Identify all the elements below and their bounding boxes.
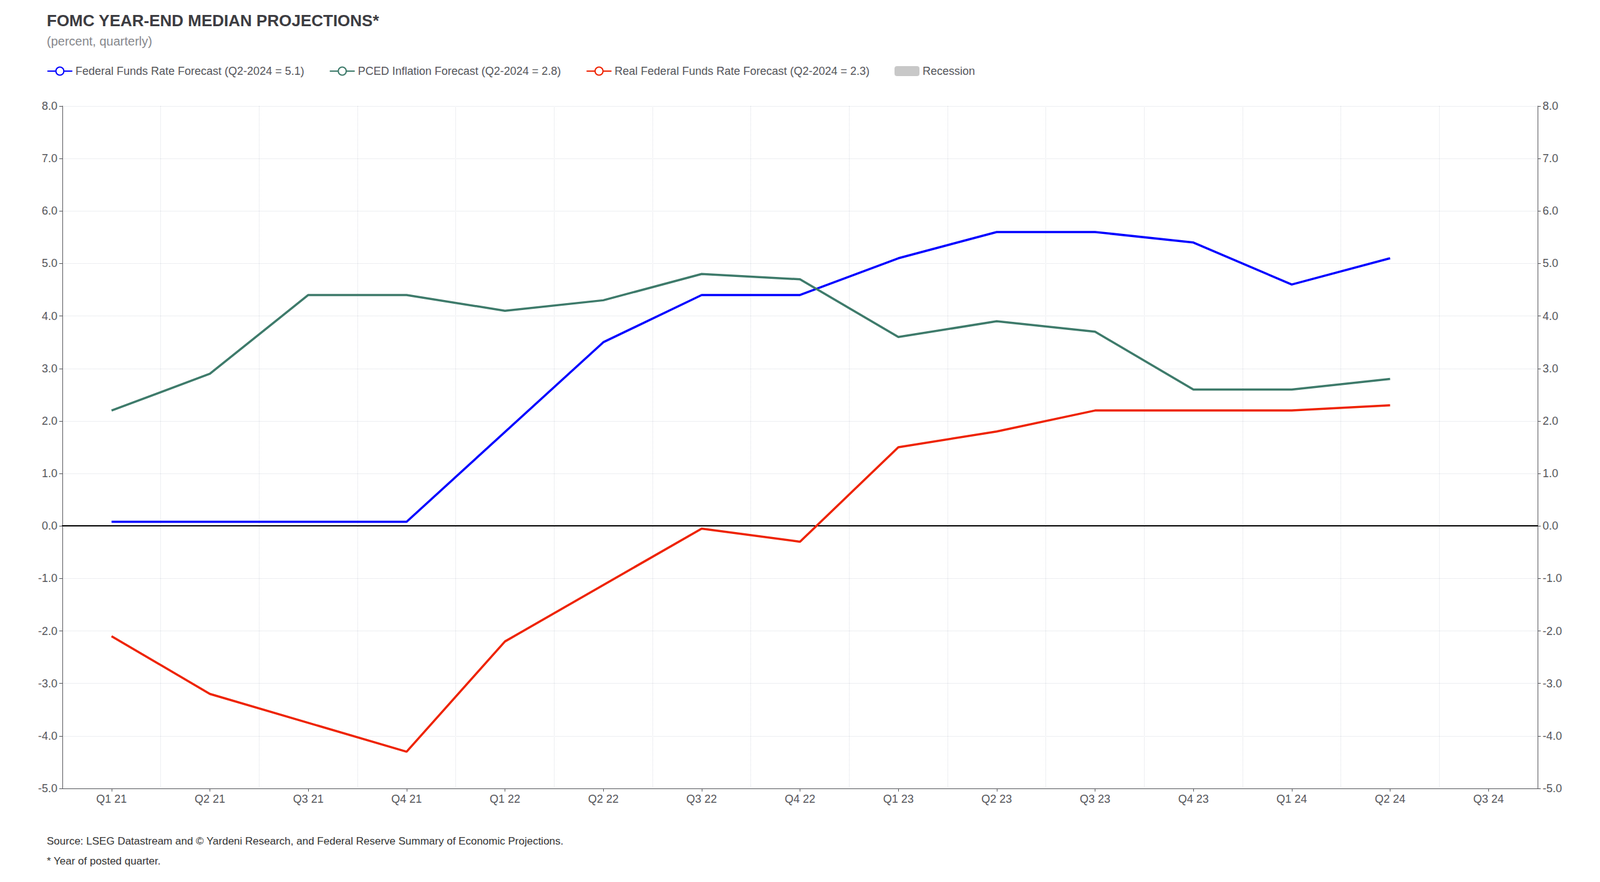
svg-text:Q2 23: Q2 23 — [981, 792, 1012, 806]
svg-text:2.0: 2.0 — [1542, 414, 1559, 428]
svg-text:-1.0: -1.0 — [1542, 572, 1562, 585]
svg-text:3.0: 3.0 — [41, 362, 58, 375]
svg-text:2.0: 2.0 — [41, 414, 58, 428]
svg-text:4.0: 4.0 — [41, 310, 58, 323]
svg-text:6.0: 6.0 — [1542, 204, 1559, 218]
svg-text:-4.0: -4.0 — [1542, 729, 1562, 743]
svg-text:1.0: 1.0 — [1542, 467, 1559, 480]
svg-text:Source: LSEG Datastream and ©: Source: LSEG Datastream and © Yardeni Re… — [46, 835, 564, 848]
svg-text:Q1 22: Q1 22 — [489, 792, 521, 806]
svg-text:-4.0: -4.0 — [38, 729, 58, 743]
svg-text:Q1 23: Q1 23 — [883, 792, 914, 806]
svg-text:Q3 21: Q3 21 — [293, 792, 324, 806]
svg-text:3.0: 3.0 — [1542, 362, 1559, 375]
svg-text:-1.0: -1.0 — [38, 572, 58, 585]
svg-text:Q3 24: Q3 24 — [1473, 792, 1504, 806]
svg-text:Q4 21: Q4 21 — [391, 792, 422, 806]
svg-text:Q4 23: Q4 23 — [1178, 792, 1209, 806]
svg-text:-2.0: -2.0 — [1542, 625, 1562, 638]
svg-text:7.0: 7.0 — [41, 152, 58, 165]
svg-text:-3.0: -3.0 — [1542, 677, 1562, 690]
svg-text:8.0: 8.0 — [41, 99, 58, 113]
svg-text:6.0: 6.0 — [41, 204, 58, 218]
svg-text:5.0: 5.0 — [1542, 256, 1559, 270]
svg-text:0.0: 0.0 — [1542, 519, 1559, 533]
svg-text:8.0: 8.0 — [1542, 99, 1559, 113]
svg-text:Recession: Recession — [922, 64, 975, 78]
svg-text:7.0: 7.0 — [1542, 152, 1559, 165]
svg-text:FOMC YEAR-END MEDIAN PROJECTIO: FOMC YEAR-END MEDIAN PROJECTIONS* — [46, 11, 380, 30]
svg-text:Federal Funds Rate Forecast (Q: Federal Funds Rate Forecast (Q2-2024 = 5… — [75, 64, 305, 78]
svg-text:Q1 24: Q1 24 — [1276, 792, 1307, 806]
svg-text:Q2 21: Q2 21 — [194, 792, 226, 806]
svg-text:0.0: 0.0 — [41, 519, 58, 533]
svg-text:4.0: 4.0 — [1542, 310, 1559, 323]
svg-text:-5.0: -5.0 — [1542, 782, 1562, 795]
svg-text:Real Federal Funds Rate Foreca: Real Federal Funds Rate Forecast (Q2-202… — [614, 64, 870, 78]
svg-text:PCED Inflation Forecast (Q2-20: PCED Inflation Forecast (Q2-2024 = 2.8) — [358, 64, 562, 78]
svg-text:Q1 21: Q1 21 — [96, 792, 127, 806]
svg-text:Q3 23: Q3 23 — [1079, 792, 1111, 806]
svg-text:* Year of posted quarter.: * Year of posted quarter. — [46, 855, 161, 868]
svg-text:-3.0: -3.0 — [38, 677, 58, 690]
svg-text:-2.0: -2.0 — [38, 625, 58, 638]
svg-text:(percent, quarterly): (percent, quarterly) — [46, 34, 153, 49]
svg-text:Q2 22: Q2 22 — [588, 792, 619, 806]
svg-text:-5.0: -5.0 — [38, 782, 58, 795]
svg-text:Q3 22: Q3 22 — [686, 792, 717, 806]
svg-text:Q2 24: Q2 24 — [1374, 792, 1406, 806]
svg-text:1.0: 1.0 — [41, 467, 58, 480]
svg-text:Q4 22: Q4 22 — [784, 792, 816, 806]
svg-text:5.0: 5.0 — [41, 256, 58, 270]
